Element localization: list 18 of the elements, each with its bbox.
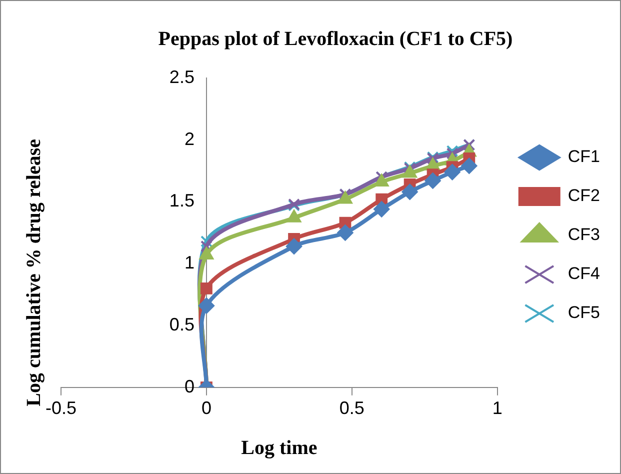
x-tick-label: 1 [492, 398, 502, 418]
y-axis-title: Log cumulative % drug release [23, 138, 46, 406]
x-tick-label: 0 [201, 398, 212, 418]
y-tick-label: 2.5 [169, 66, 194, 87]
x-tick-label: -0.5 [45, 398, 77, 418]
y-tick-label: 1 [184, 252, 194, 273]
chart-title: Peppas plot of Levofloxacin (CF1 to CF5) [158, 28, 513, 50]
legend-label: CF2 [568, 186, 600, 206]
y-tick-label: 0 [184, 376, 194, 396]
x-axis-title: Log time [241, 437, 318, 460]
legend-label: CF3 [568, 225, 600, 244]
y-tick-label: 0.5 [169, 314, 194, 334]
legend-label: CF4 [568, 264, 600, 284]
y-tick-label: 2 [184, 128, 194, 149]
x-tick-label: 0.5 [339, 398, 364, 418]
legend-label: CF1 [568, 147, 600, 166]
legend-label: CF5 [568, 303, 600, 322]
y-tick-label: 1.5 [169, 190, 194, 211]
